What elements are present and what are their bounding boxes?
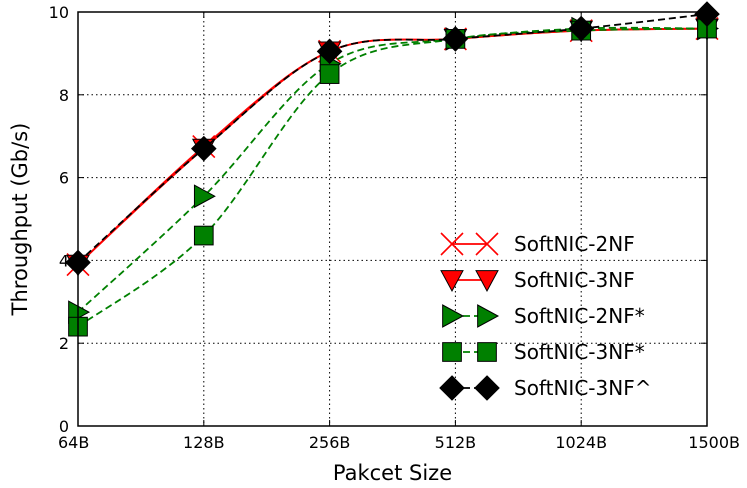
- x-tick-label: 1500B: [688, 433, 740, 452]
- x-axis-title: Pakcet Size: [333, 461, 452, 485]
- legend-label: SoftNIC-2NF*: [514, 304, 645, 328]
- y-axis-title: Throughput (Gb/s): [8, 123, 32, 317]
- x-tick-label: 64B: [58, 433, 89, 452]
- marker-diamond: [442, 26, 469, 52]
- axis-ticks: 0 2 4 6 8 10 64B 128B 256B 512B 1024B 1500B: [49, 3, 740, 452]
- marker-triangle-down: [440, 270, 464, 293]
- marker-triangle-right: [193, 184, 216, 209]
- x-tick-label: 512B: [435, 433, 477, 452]
- series-lines: [65, 1, 720, 337]
- series-line: [77, 27, 708, 266]
- legend-label: SoftNIC-3NF^: [514, 376, 651, 400]
- series-5: [65, 1, 720, 276]
- legend-item: SoftNIC-2NF*: [442, 304, 645, 328]
- x-tick-label: 1024B: [555, 433, 607, 452]
- marker-square: [442, 342, 462, 362]
- marker-triangle-down: [475, 270, 499, 293]
- marker-triangle-right: [477, 304, 500, 328]
- y-tick-label: 2: [59, 334, 69, 353]
- marker-diamond: [190, 135, 217, 162]
- plot-frame: [77, 11, 708, 427]
- x-tick-label: 128B: [183, 433, 225, 452]
- series-line: [77, 27, 708, 266]
- legend-label: SoftNIC-3NF*: [514, 340, 645, 364]
- y-tick-label: 6: [59, 169, 69, 188]
- marker-diamond: [568, 15, 595, 42]
- marker-square: [193, 225, 214, 246]
- legend-item: SoftNIC-3NF^: [439, 375, 651, 401]
- marker-diamond: [474, 375, 500, 401]
- marker-x: [475, 232, 499, 256]
- y-tick-label: 8: [59, 86, 69, 105]
- legend-label: SoftNIC-2NF: [514, 232, 635, 256]
- y-tick-label: 4: [59, 251, 69, 270]
- x-tick-label: 256B: [309, 433, 351, 452]
- y-tick-label: 0: [59, 417, 69, 436]
- marker-diamond: [316, 38, 343, 65]
- series-line: [77, 13, 708, 264]
- legend-item: SoftNIC-2NF: [440, 232, 635, 256]
- y-tick-label: 10: [49, 3, 69, 22]
- marker-diamond: [439, 375, 465, 401]
- legend-item: SoftNIC-3NF: [440, 268, 635, 293]
- marker-square: [319, 64, 340, 84]
- marker-x: [440, 232, 464, 256]
- marker-triangle-right: [442, 304, 465, 328]
- legend-label: SoftNIC-3NF: [514, 268, 635, 292]
- legend-item: SoftNIC-3NF*: [442, 340, 645, 364]
- marker-square: [477, 342, 497, 362]
- legend: SoftNIC-2NF SoftNIC-3NF SoftNIC-2NF* SoftNI…: [439, 232, 651, 401]
